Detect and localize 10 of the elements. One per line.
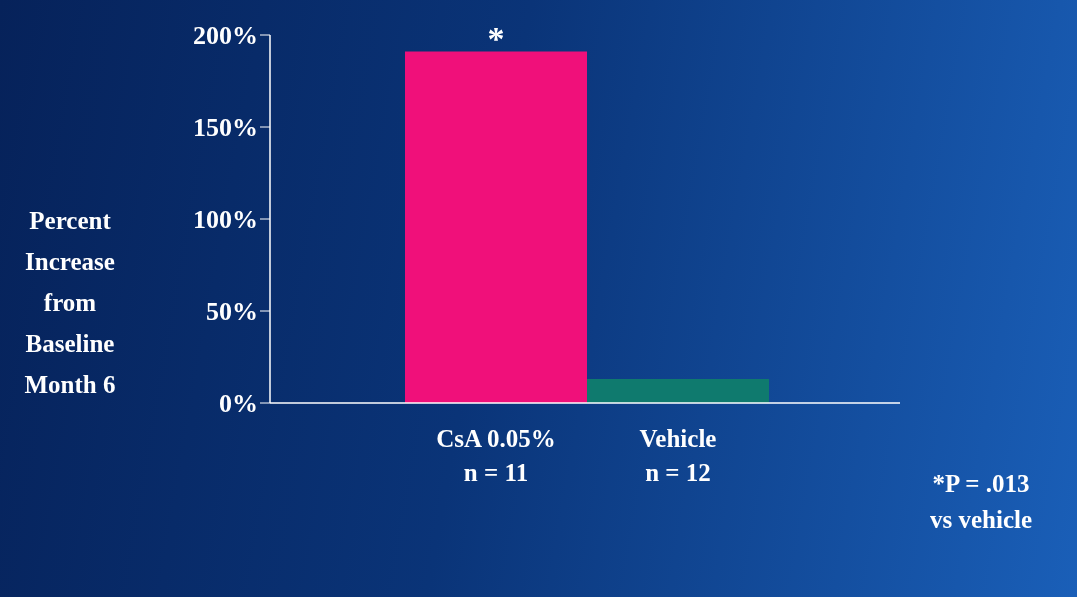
y-axis-title: Percent Increase from Baseline Month 6: [23, 206, 117, 400]
y-tick-label: 200%: [193, 21, 258, 51]
y-tick-label: 150%: [193, 113, 258, 143]
y-tick-label: 50%: [206, 297, 258, 327]
x-tick-label: Vehicle n = 12: [639, 425, 717, 486]
x-tick-label: CsA 0.05% n = 11: [436, 425, 556, 486]
y-tick-label: 100%: [193, 205, 258, 235]
annotation: *: [487, 19, 505, 57]
y-tick-label: 0%: [219, 389, 258, 419]
text: *P = .013 vs vehicle: [930, 469, 1033, 535]
